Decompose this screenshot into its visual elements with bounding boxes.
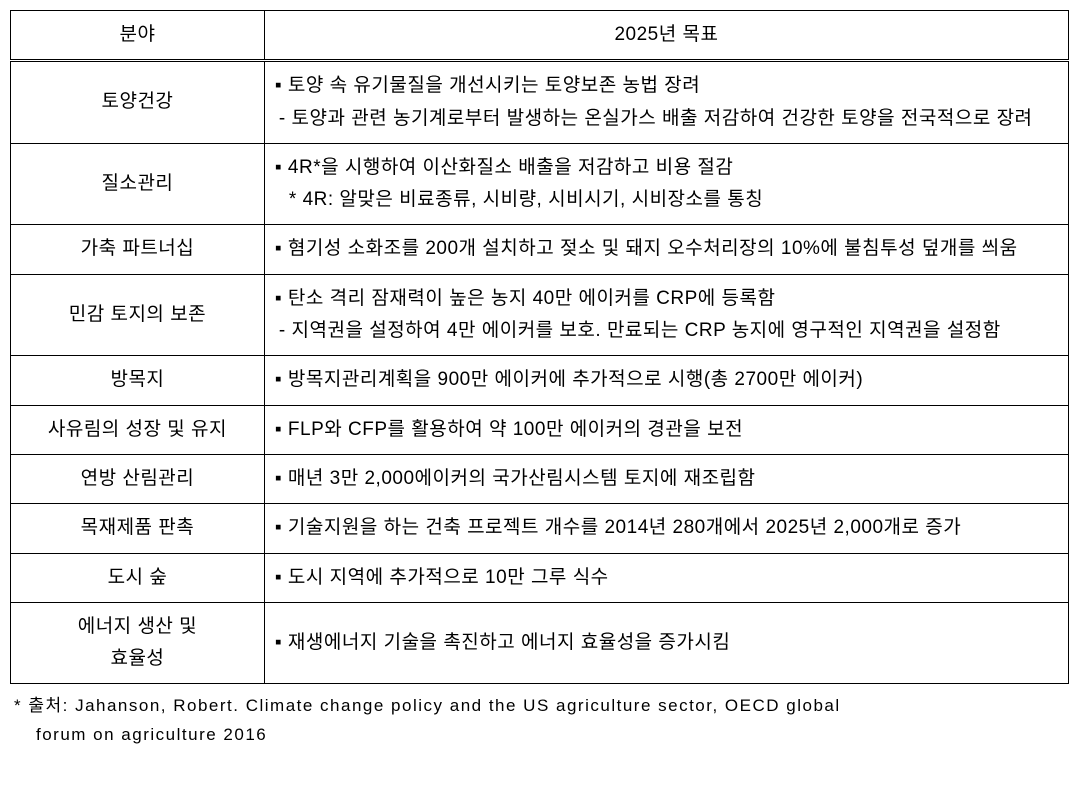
goal-cell: ▪ 재생에너지 기술을 촉진하고 에너지 효율성을 증가시킴 — [264, 602, 1068, 684]
goal-cell: ▪ 혐기성 소화조를 200개 설치하고 젖소 및 돼지 오수처리장의 10%에… — [264, 225, 1068, 274]
table-row: 연방 산림관리 ▪ 매년 3만 2,000에이커의 국가산림시스템 토지에 재조립… — [11, 454, 1069, 503]
category-cell: 민감 토지의 보존 — [11, 274, 265, 356]
header-category: 분야 — [11, 11, 265, 61]
goal-line: ▪ 재생에너지 기술을 촉진하고 에너지 효율성을 증가시킴 — [275, 627, 1058, 659]
table-row: 방목지 ▪ 방목지관리계획을 900만 에이커에 추가적으로 시행(총 2700만… — [11, 356, 1069, 405]
category-cell: 방목지 — [11, 356, 265, 405]
source-line-1: * 출처: Jahanson, Robert. Climate change p… — [14, 692, 1065, 721]
goal-cell: ▪ 매년 3만 2,000에이커의 국가산림시스템 토지에 재조립함 — [264, 454, 1068, 503]
goal-cell: ▪ 기술지원을 하는 건축 프로젝트 개수를 2014년 280개에서 2025… — [264, 504, 1068, 553]
goal-cell: ▪ 방목지관리계획을 900만 에이커에 추가적으로 시행(총 2700만 에이… — [264, 356, 1068, 405]
goal-line: ▪ 방목지관리계획을 900만 에이커에 추가적으로 시행(총 2700만 에이… — [275, 364, 1058, 396]
goals-table: 분야 2025년 목표 토양건강▪ 토양 속 유기물질을 개선시키는 토양보존 … — [10, 10, 1069, 684]
source-line-2: forum on agriculture 2016 — [14, 721, 1065, 750]
category-cell: 연방 산림관리 — [11, 454, 265, 503]
goal-line: - 지역권을 설정하여 4만 에이커를 보호. 만료되는 CRP 농지에 영구적… — [275, 315, 1058, 347]
goal-line: ▪ 토양 속 유기물질을 개선시키는 토양보존 농법 장려 — [275, 70, 1058, 102]
category-cell: 에너지 생산 및효율성 — [11, 602, 265, 684]
table-row: 가축 파트너십 ▪ 혐기성 소화조를 200개 설치하고 젖소 및 돼지 오수처리… — [11, 225, 1069, 274]
category-cell: 목재제품 판촉 — [11, 504, 265, 553]
table-row: 민감 토지의 보존▪ 탄소 격리 잠재력이 높은 농지 40만 에이커를 CRP… — [11, 274, 1069, 356]
goal-cell: ▪ 도시 지역에 추가적으로 10만 그루 식수 — [264, 553, 1068, 602]
goal-cell: ▪ 토양 속 유기물질을 개선시키는 토양보존 농법 장려- 토양과 관련 농기… — [264, 61, 1068, 144]
category-cell: 사유림의 성장 및 유지 — [11, 405, 265, 454]
header-goal: 2025년 목표 — [264, 11, 1068, 61]
category-cell: 가축 파트너십 — [11, 225, 265, 274]
goal-line: ▪ FLP와 CFP를 활용하여 약 100만 에이커의 경관을 보전 — [275, 414, 1058, 446]
goal-cell: ▪ FLP와 CFP를 활용하여 약 100만 에이커의 경관을 보전 — [264, 405, 1068, 454]
table-row: 에너지 생산 및효율성 ▪ 재생에너지 기술을 촉진하고 에너지 효율성을 증가시… — [11, 602, 1069, 684]
goal-line: * 4R: 알맞은 비료종류, 시비량, 시비시기, 시비장소를 통칭 — [275, 184, 1058, 216]
table-row: 목재제품 판촉 ▪ 기술지원을 하는 건축 프로젝트 개수를 2014년 280개… — [11, 504, 1069, 553]
goal-line: - 토양과 관련 농기계로부터 발생하는 온실가스 배출 저감하여 건강한 토양… — [275, 103, 1058, 135]
goal-line: ▪ 4R*을 시행하여 이산화질소 배출을 저감하고 비용 절감 — [275, 152, 1058, 184]
goal-cell: ▪ 탄소 격리 잠재력이 높은 농지 40만 에이커를 CRP에 등록함- 지역… — [264, 274, 1068, 356]
table-row: 도시 숲 ▪ 도시 지역에 추가적으로 10만 그루 식수 — [11, 553, 1069, 602]
goal-line: ▪ 혐기성 소화조를 200개 설치하고 젖소 및 돼지 오수처리장의 10%에… — [275, 233, 1058, 265]
category-cell: 도시 숲 — [11, 553, 265, 602]
table-row: 질소관리▪ 4R*을 시행하여 이산화질소 배출을 저감하고 비용 절감 * 4… — [11, 143, 1069, 225]
table-row: 사유림의 성장 및 유지 ▪ FLP와 CFP를 활용하여 약 100만 에이커의… — [11, 405, 1069, 454]
goal-line: ▪ 매년 3만 2,000에이커의 국가산림시스템 토지에 재조립함 — [275, 463, 1058, 495]
table-body: 토양건강▪ 토양 속 유기물질을 개선시키는 토양보존 농법 장려- 토양과 관… — [11, 61, 1069, 684]
source-citation: * 출처: Jahanson, Robert. Climate change p… — [10, 684, 1069, 750]
goal-line: ▪ 도시 지역에 추가적으로 10만 그루 식수 — [275, 562, 1058, 594]
goal-line: ▪ 탄소 격리 잠재력이 높은 농지 40만 에이커를 CRP에 등록함 — [275, 283, 1058, 315]
table-header-row: 분야 2025년 목표 — [11, 11, 1069, 61]
category-cell: 질소관리 — [11, 143, 265, 225]
goal-line: ▪ 기술지원을 하는 건축 프로젝트 개수를 2014년 280개에서 2025… — [275, 512, 1058, 544]
goal-cell: ▪ 4R*을 시행하여 이산화질소 배출을 저감하고 비용 절감 * 4R: 알… — [264, 143, 1068, 225]
category-cell: 토양건강 — [11, 61, 265, 144]
table-row: 토양건강▪ 토양 속 유기물질을 개선시키는 토양보존 농법 장려- 토양과 관… — [11, 61, 1069, 144]
